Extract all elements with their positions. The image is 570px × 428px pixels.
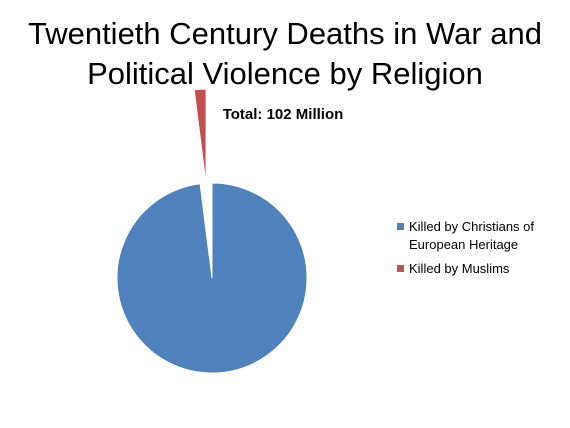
legend-label-christians-line-2: European Heritage <box>409 237 519 252</box>
legend-item-christians: Killed by Christians of European Heritag… <box>397 218 565 254</box>
pie-slice-muslims <box>193 88 207 185</box>
legend-swatch-muslims <box>397 265 404 272</box>
chart-title-line-1: Twentieth Century Deaths in War and <box>27 16 543 51</box>
legend-label-muslims: Killed by Muslims <box>409 261 510 276</box>
chart-title-line-2: Political Violence by Religion <box>87 56 483 91</box>
pie-slice-christians <box>116 182 308 374</box>
chart-legend: Killed by Christians of European Heritag… <box>397 218 565 284</box>
legend-label-christians-line-1: Killed by Christians of <box>409 219 534 234</box>
legend-item-muslims: Killed by Muslims <box>397 260 565 278</box>
legend-swatch-christians <box>397 223 404 230</box>
chart-subtitle: Total: 102 Million <box>0 106 570 123</box>
chart-title: Twentieth Century Deaths in War and Poli… <box>0 14 570 94</box>
legend-label-christians: Killed by Christians of European Heritag… <box>409 218 534 254</box>
chart-subtitle-text: Total: 102 Million <box>222 106 344 123</box>
